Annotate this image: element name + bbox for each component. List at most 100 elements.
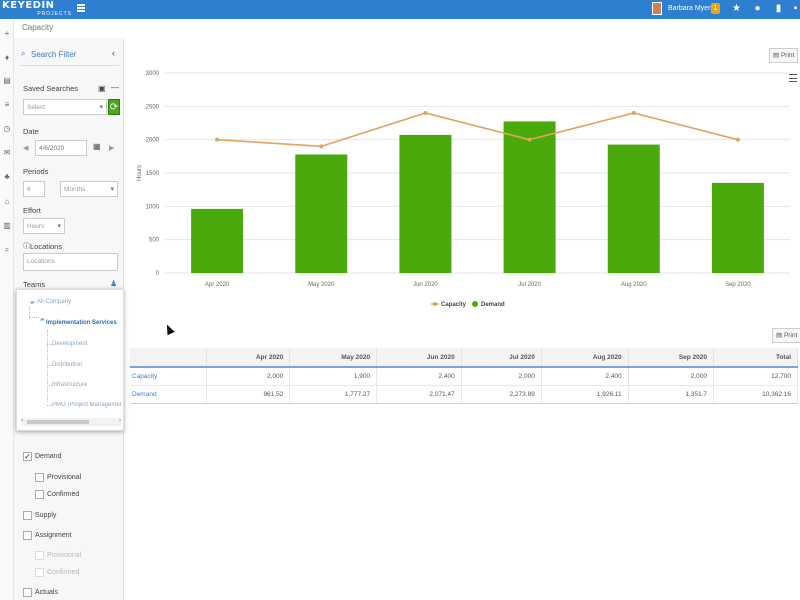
save-icon[interactable]: ▣ — [98, 84, 106, 93]
y-tick-label: 2500 — [146, 104, 160, 110]
grid-icon[interactable]: ▤ — [3, 76, 11, 85]
next-date-icon[interactable]: ▶ — [109, 145, 115, 152]
table-header[interactable]: May 2020 — [289, 348, 378, 368]
search-icon: ⌕ — [21, 49, 26, 58]
scroll-left-icon[interactable]: ‹ — [21, 418, 23, 424]
tree-item-pmo[interactable]: PMO (Project Management Office) — [52, 402, 122, 408]
table-print-button[interactable]: ▤ Print — [772, 328, 800, 343]
previous-date-icon[interactable]: ◀ — [23, 145, 29, 152]
filter-header: ⌕ Search Filter ‹ — [14, 46, 124, 62]
chevron-down-icon: ▾ — [57, 223, 61, 230]
table-header[interactable]: Sep 2020 — [628, 348, 715, 368]
rocket-icon[interactable]: ♦ — [4, 53, 10, 62]
clock-icon[interactable]: ◷ — [3, 124, 11, 133]
scroll-right-icon[interactable]: › — [119, 418, 121, 424]
effort-select[interactable]: Hours ▾ — [23, 218, 65, 234]
demand-provisional-label: Provisional — [47, 474, 82, 481]
demand-bar — [503, 121, 556, 273]
search-filter-label[interactable]: Search Filter — [31, 50, 77, 59]
list-icon[interactable]: ≡ — [4, 100, 10, 109]
location-pin-icon[interactable]: ● — [754, 3, 761, 14]
table-header[interactable]: Apr 2020 — [206, 348, 291, 368]
tree-line — [47, 330, 48, 402]
locations-input[interactable]: Locations — [23, 253, 118, 271]
scrollbar-thumb[interactable] — [27, 420, 89, 424]
demand-confirmed-label: Confirmed — [47, 491, 80, 498]
tree-line — [47, 405, 52, 406]
table-header[interactable]: Jul 2020 — [461, 348, 542, 368]
periods-unit-select[interactable]: Months ▾ — [60, 181, 118, 197]
home-icon[interactable]: ⌂ — [4, 197, 10, 206]
search-icon[interactable]: ⌕ — [4, 245, 10, 254]
add-icon[interactable]: + — [4, 29, 10, 38]
x-tick-label: May 2020 — [308, 282, 335, 288]
star-icon[interactable]: ★ — [732, 3, 741, 14]
table-cell: 2,000 — [628, 367, 715, 386]
tree-scrollbar[interactable]: ‹ › — [21, 418, 121, 426]
periods-field[interactable]: 6 — [23, 181, 45, 197]
periods-unit-value: Months — [64, 186, 86, 193]
tree-item-infrastructure[interactable]: Infrastructure — [52, 382, 88, 388]
app-logo[interactable]: KEYEDIN PROJECTS — [2, 1, 74, 18]
tree-item-development[interactable]: Development — [52, 341, 88, 347]
folder-icon: ▰ — [40, 317, 45, 323]
capacity-point — [631, 111, 636, 115]
teams-label: Teams — [23, 280, 46, 289]
info-icon: ⓘ — [23, 243, 30, 250]
chart-menu-icon[interactable] — [789, 74, 797, 82]
menu-icon[interactable] — [77, 4, 85, 12]
calendar-icon[interactable]: ▦ — [93, 142, 101, 151]
folder-icon: ▰ — [30, 300, 35, 306]
more-icon[interactable]: ▪ — [793, 3, 798, 14]
x-tick-label: Aug 2020 — [621, 282, 647, 288]
table-header-row: Apr 2020 May 2020 Jun 2020 Jul 2020 Aug … — [130, 348, 798, 368]
users-icon[interactable]: ♣ — [4, 172, 10, 181]
y-tick-label: 1500 — [146, 171, 160, 177]
chart-print-button[interactable]: ▤ Print — [769, 48, 799, 63]
x-tick-label: Apr 2020 — [205, 282, 230, 288]
capacity-point — [215, 137, 220, 142]
table-header[interactable]: Jun 2020 — [376, 348, 462, 368]
date-field[interactable]: 4/6/2020 — [35, 140, 87, 156]
assignment-provisional-checkbox[interactable] — [35, 551, 44, 560]
demand-checkbox[interactable]: ✓ — [23, 452, 32, 461]
avatar[interactable] — [652, 2, 662, 15]
table-header[interactable]: Aug 2020 — [541, 348, 629, 368]
users-icon[interactable]: ♟ — [110, 279, 118, 288]
chevron-down-icon: ▾ — [99, 104, 103, 111]
table-cell: 961.52 — [206, 385, 291, 404]
notification-badge[interactable]: 1 — [711, 3, 720, 14]
tree-line — [29, 307, 30, 317]
supply-checkbox[interactable] — [23, 511, 32, 520]
legend-demand-marker — [472, 301, 478, 307]
demand-confirmed-checkbox[interactable] — [35, 490, 44, 499]
tree-item-selected[interactable]: Implementation Services — [46, 320, 117, 326]
table-row: Capacity 2,000 1,900 2,400 2,000 2,400 2… — [130, 367, 798, 386]
saved-search-select[interactable]: Select ▾ — [23, 99, 107, 115]
date-label: Date — [23, 127, 39, 136]
table-cell: 1,900 — [289, 367, 378, 386]
book-icon[interactable]: ▮ — [775, 3, 782, 14]
table-cell: 2,400 — [376, 367, 462, 386]
table-cell: 2,071.47 — [376, 385, 462, 404]
mouse-cursor — [163, 322, 175, 336]
actuals-checkbox[interactable] — [23, 588, 32, 597]
tree-item-distribution[interactable]: Distribution — [52, 362, 83, 368]
table-header[interactable]: Total — [713, 348, 798, 368]
y-tick-label: 500 — [149, 238, 160, 244]
assignment-label: Assignment — [35, 532, 72, 539]
mail-icon[interactable]: ✉ — [3, 148, 11, 157]
chevron-left-icon[interactable]: ‹ — [112, 48, 115, 58]
tree-item-root[interactable]: All Company — [37, 299, 72, 305]
minus-icon[interactable]: — — [111, 83, 119, 92]
legend-capacity-marker — [433, 302, 437, 306]
chart-icon[interactable]: ▥ — [3, 221, 11, 230]
refresh-button[interactable]: ⟳ — [108, 99, 120, 115]
effort-value: Hours — [27, 223, 45, 230]
user-name[interactable]: Barbara Myers — [668, 5, 714, 12]
row-label: Capacity — [130, 367, 207, 386]
assignment-checkbox[interactable] — [23, 531, 32, 540]
assignment-confirmed-checkbox[interactable] — [35, 568, 44, 577]
demand-provisional-checkbox[interactable] — [35, 473, 44, 482]
capacity-point — [735, 137, 740, 142]
